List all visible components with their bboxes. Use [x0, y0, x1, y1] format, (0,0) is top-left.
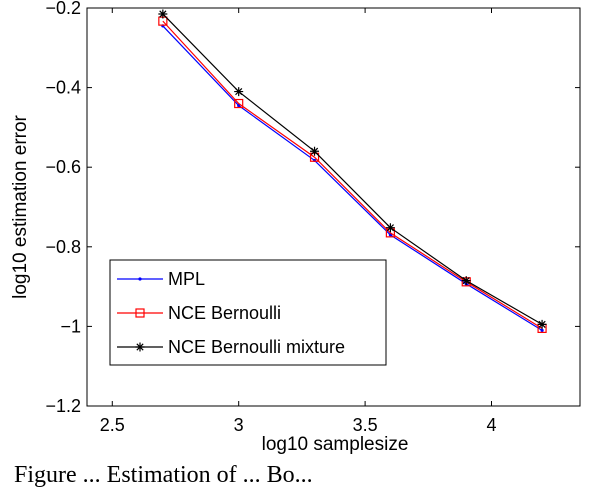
x-tick-label: 3 — [234, 415, 244, 435]
data-point-nce-bernoulli-mixture — [234, 87, 244, 97]
legend-label-nce-bernoulli: NCE Bernoulli — [168, 303, 281, 323]
data-point-nce-bernoulli-mixture — [310, 146, 320, 156]
legend-label-nce-bernoulli-mixture: NCE Bernoulli mixture — [168, 337, 345, 357]
figure-caption: Figure ... Estimation of ... Bo... — [14, 462, 313, 488]
legend-label-mpl: MPL — [168, 269, 205, 289]
series-line-mpl — [162, 25, 543, 331]
legend-marker-nce-bernoulli — [135, 308, 145, 318]
legend-marker-mpl — [138, 277, 142, 281]
y-tick-label: −1.2 — [45, 396, 81, 416]
y-axis-label: log10 estimation error — [10, 114, 31, 298]
y-tick-label: −0.2 — [45, 0, 81, 18]
y-tick-label: −1 — [60, 316, 81, 336]
data-point-nce-bernoulli-mixture — [158, 9, 168, 19]
chart: 2.5 3 3.5 4 −0.2 −0.4 −0.6 −0.8 −1 −1.2 log10 sam… — [10, 0, 581, 455]
ticks-layer: 2.5 3 3.5 4 −0.2 −0.4 −0.6 −0.8 −1 −1.2 — [45, 0, 580, 435]
x-tick-label: 3.5 — [353, 415, 378, 435]
data-point-nce-bernoulli-mixture — [385, 223, 395, 233]
axes-box — [86, 7, 581, 407]
series-line-nce-bernoulli — [162, 20, 543, 329]
y-tick-label: −0.8 — [45, 237, 81, 257]
y-tick-label: −0.4 — [45, 78, 81, 98]
legend-marker-nce-bernoulli-mixture — [135, 342, 145, 352]
data-point-nce-bernoulli-mixture — [537, 319, 547, 329]
legend-entries: MPL NCE Bernoulli NCE Bernoulli mixture — [117, 269, 345, 357]
x-tick-label: 4 — [487, 415, 497, 435]
series-line-nce-bernoulli-mixture — [162, 13, 543, 325]
y-tick-label: −0.6 — [45, 157, 81, 177]
data-point-mpl — [540, 328, 544, 332]
data-point-nce-bernoulli — [234, 98, 244, 109]
x-axis-label: log10 samplesize — [262, 434, 409, 455]
x-tick-label: 2.5 — [100, 415, 125, 435]
data-point-nce-bernoulli-mixture — [461, 276, 471, 286]
series-layer — [158, 9, 547, 333]
legend: MPL NCE Bernoulli NCE Bernoulli mixture — [109, 259, 387, 366]
